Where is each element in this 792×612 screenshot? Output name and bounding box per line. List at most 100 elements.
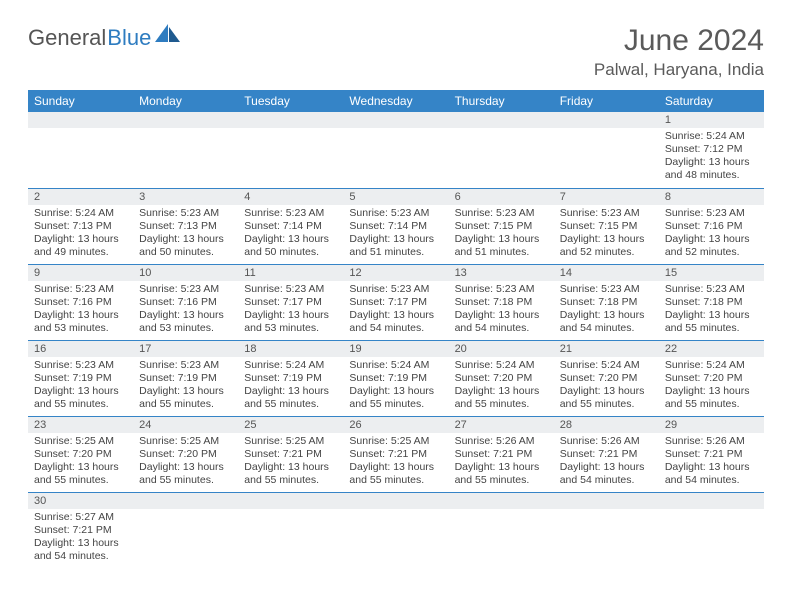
sunrise-line: Sunrise: 5:23 AM bbox=[560, 283, 653, 296]
day-content: Sunrise: 5:25 AMSunset: 7:21 PMDaylight:… bbox=[343, 433, 448, 492]
daylight-line: Daylight: 13 hours and 51 minutes. bbox=[349, 233, 442, 259]
day-number: 3 bbox=[133, 189, 238, 205]
sunrise-line: Sunrise: 5:24 AM bbox=[665, 130, 758, 143]
sunrise-line: Sunrise: 5:23 AM bbox=[349, 283, 442, 296]
sunrise-line: Sunrise: 5:24 AM bbox=[665, 359, 758, 372]
day-cell: 2Sunrise: 5:24 AMSunset: 7:13 PMDaylight… bbox=[28, 188, 133, 264]
day-number: 29 bbox=[659, 417, 764, 433]
sunset-line: Sunset: 7:21 PM bbox=[560, 448, 653, 461]
sunset-line: Sunset: 7:21 PM bbox=[244, 448, 337, 461]
day-content: Sunrise: 5:26 AMSunset: 7:21 PMDaylight:… bbox=[449, 433, 554, 492]
day-cell: 28Sunrise: 5:26 AMSunset: 7:21 PMDayligh… bbox=[554, 416, 659, 492]
day-content: Sunrise: 5:23 AMSunset: 7:17 PMDaylight:… bbox=[238, 281, 343, 340]
logo: GeneralBlue bbox=[28, 24, 181, 52]
sunset-line: Sunset: 7:16 PM bbox=[139, 296, 232, 309]
day-cell: 19Sunrise: 5:24 AMSunset: 7:19 PMDayligh… bbox=[343, 340, 448, 416]
day-cell: 7Sunrise: 5:23 AMSunset: 7:15 PMDaylight… bbox=[554, 188, 659, 264]
day-number: 1 bbox=[659, 112, 764, 128]
sunrise-line: Sunrise: 5:25 AM bbox=[34, 435, 127, 448]
day-cell: 14Sunrise: 5:23 AMSunset: 7:18 PMDayligh… bbox=[554, 264, 659, 340]
day-number: 15 bbox=[659, 265, 764, 281]
daylight-line: Daylight: 13 hours and 55 minutes. bbox=[665, 385, 758, 411]
day-number: 23 bbox=[28, 417, 133, 433]
day-cell: 29Sunrise: 5:26 AMSunset: 7:21 PMDayligh… bbox=[659, 416, 764, 492]
sunrise-line: Sunrise: 5:23 AM bbox=[560, 207, 653, 220]
daylight-line: Daylight: 13 hours and 50 minutes. bbox=[244, 233, 337, 259]
calendar-table: SundayMondayTuesdayWednesdayThursdayFrid… bbox=[28, 90, 764, 568]
empty-daynum bbox=[449, 493, 554, 509]
day-content: Sunrise: 5:23 AMSunset: 7:14 PMDaylight:… bbox=[343, 205, 448, 264]
day-cell: 4 Sunrise: 5:23 AMSunset: 7:14 PMDaylight… bbox=[238, 188, 343, 264]
sunset-line: Sunset: 7:15 PM bbox=[455, 220, 548, 233]
day-content: Sunrise: 5:25 AMSunset: 7:21 PMDaylight:… bbox=[238, 433, 343, 492]
page: GeneralBlue June 2024 Palwal, Haryana, I… bbox=[0, 0, 792, 592]
day-content: Sunrise: 5:25 AMSunset: 7:20 PMDaylight:… bbox=[133, 433, 238, 492]
daylight-line: Daylight: 13 hours and 54 minutes. bbox=[455, 309, 548, 335]
daylight-line: Daylight: 13 hours and 55 minutes. bbox=[349, 385, 442, 411]
day-content: Sunrise: 5:23 AMSunset: 7:16 PMDaylight:… bbox=[28, 281, 133, 340]
day-number: 26 bbox=[343, 417, 448, 433]
empty-cell bbox=[554, 112, 659, 188]
day-cell: 9Sunrise: 5:23 AMSunset: 7:16 PMDaylight… bbox=[28, 264, 133, 340]
sunrise-line: Sunrise: 5:23 AM bbox=[455, 283, 548, 296]
day-header: Friday bbox=[554, 90, 659, 112]
day-number: 7 bbox=[554, 189, 659, 205]
sunrise-line: Sunrise: 5:24 AM bbox=[244, 359, 337, 372]
sunrise-line: Sunrise: 5:23 AM bbox=[349, 207, 442, 220]
empty-daynum bbox=[238, 493, 343, 509]
daylight-line: Daylight: 13 hours and 55 minutes. bbox=[455, 385, 548, 411]
empty-daynum bbox=[554, 112, 659, 128]
sunrise-line: Sunrise: 5:24 AM bbox=[455, 359, 548, 372]
day-cell: 8Sunrise: 5:23 AMSunset: 7:16 PMDaylight… bbox=[659, 188, 764, 264]
daylight-line: Daylight: 13 hours and 53 minutes. bbox=[244, 309, 337, 335]
day-content: Sunrise: 5:25 AMSunset: 7:20 PMDaylight:… bbox=[28, 433, 133, 492]
day-number: 2 bbox=[28, 189, 133, 205]
sunset-line: Sunset: 7:20 PM bbox=[34, 448, 127, 461]
empty-cell bbox=[659, 492, 764, 568]
sunset-line: Sunset: 7:18 PM bbox=[455, 296, 548, 309]
day-content: Sunrise: 5:26 AMSunset: 7:21 PMDaylight:… bbox=[554, 433, 659, 492]
empty-cell bbox=[449, 492, 554, 568]
day-number: 4 bbox=[238, 189, 343, 205]
empty-cell bbox=[28, 112, 133, 188]
sunrise-line: Sunrise: 5:23 AM bbox=[665, 207, 758, 220]
day-cell: 20Sunrise: 5:24 AMSunset: 7:20 PMDayligh… bbox=[449, 340, 554, 416]
daylight-line: Daylight: 13 hours and 54 minutes. bbox=[560, 309, 653, 335]
day-header: Saturday bbox=[659, 90, 764, 112]
sunset-line: Sunset: 7:16 PM bbox=[34, 296, 127, 309]
day-number: 20 bbox=[449, 341, 554, 357]
daylight-line: Daylight: 13 hours and 53 minutes. bbox=[34, 309, 127, 335]
daylight-line: Daylight: 13 hours and 51 minutes. bbox=[455, 233, 548, 259]
day-content: Sunrise: 5:24 AMSunset: 7:12 PMDaylight:… bbox=[659, 128, 764, 187]
sunset-line: Sunset: 7:20 PM bbox=[560, 372, 653, 385]
empty-daynum bbox=[554, 493, 659, 509]
empty-daynum bbox=[28, 112, 133, 128]
day-content: Sunrise: 5:23 AMSunset: 7:13 PMDaylight:… bbox=[133, 205, 238, 264]
sunrise-line: Sunrise: 5:23 AM bbox=[244, 207, 337, 220]
sunset-line: Sunset: 7:14 PM bbox=[244, 220, 337, 233]
day-cell: 16Sunrise: 5:23 AMSunset: 7:19 PMDayligh… bbox=[28, 340, 133, 416]
daylight-line: Daylight: 13 hours and 55 minutes. bbox=[665, 309, 758, 335]
sunset-line: Sunset: 7:16 PM bbox=[665, 220, 758, 233]
day-content: Sunrise: 5:23 AMSunset: 7:16 PMDaylight:… bbox=[133, 281, 238, 340]
sunrise-line: Sunrise: 5:23 AM bbox=[34, 359, 127, 372]
sunrise-line: Sunrise: 5:23 AM bbox=[139, 283, 232, 296]
day-cell: 25Sunrise: 5:25 AMSunset: 7:21 PMDayligh… bbox=[238, 416, 343, 492]
sunset-line: Sunset: 7:21 PM bbox=[34, 524, 127, 537]
week-row: 9Sunrise: 5:23 AMSunset: 7:16 PMDaylight… bbox=[28, 264, 764, 340]
daylight-line: Daylight: 13 hours and 49 minutes. bbox=[34, 233, 127, 259]
empty-cell bbox=[554, 492, 659, 568]
sunrise-line: Sunrise: 5:27 AM bbox=[34, 511, 127, 524]
sunrise-line: Sunrise: 5:25 AM bbox=[244, 435, 337, 448]
sunrise-line: Sunrise: 5:25 AM bbox=[349, 435, 442, 448]
day-number: 22 bbox=[659, 341, 764, 357]
sunset-line: Sunset: 7:19 PM bbox=[349, 372, 442, 385]
day-cell: 11Sunrise: 5:23 AMSunset: 7:17 PMDayligh… bbox=[238, 264, 343, 340]
sunset-line: Sunset: 7:12 PM bbox=[665, 143, 758, 156]
day-number: 12 bbox=[343, 265, 448, 281]
day-number: 24 bbox=[133, 417, 238, 433]
daylight-line: Daylight: 13 hours and 55 minutes. bbox=[455, 461, 548, 487]
empty-daynum bbox=[449, 112, 554, 128]
day-content: Sunrise: 5:23 AMSunset: 7:18 PMDaylight:… bbox=[554, 281, 659, 340]
day-number: 27 bbox=[449, 417, 554, 433]
